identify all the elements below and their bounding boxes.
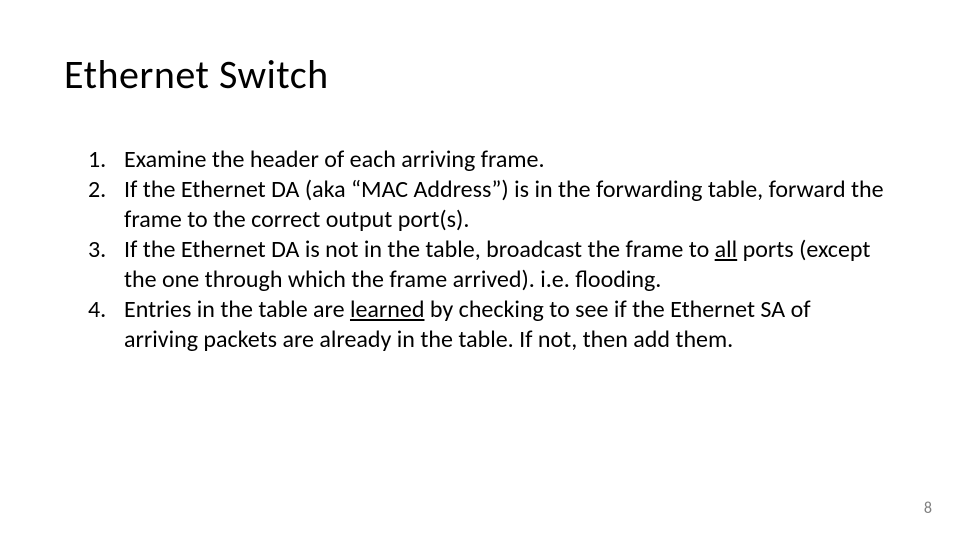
numbered-list: Examine the header of each arriving fram… [88,145,888,355]
slide-title: Ethernet Switch [64,50,329,99]
page-number: 8 [924,499,932,518]
list-item: Entries in the table are learned by chec… [88,295,888,355]
list-item: If the Ethernet DA (aka “MAC Address”) i… [88,175,888,235]
list-item: If the Ethernet DA is not in the table, … [88,235,888,295]
underlined-word: all [715,235,738,264]
underlined-word: learned [350,295,424,324]
list-item-text: Examine the header of each arriving fram… [124,145,545,174]
list-item-text-pre: If the Ethernet DA is not in the table, … [124,235,715,264]
list-item: Examine the header of each arriving fram… [88,145,888,175]
slide: Ethernet Switch Examine the header of ea… [0,0,960,540]
list-item-text: If the Ethernet DA (aka “MAC Address”) i… [124,175,884,234]
list-item-text-pre: Entries in the table are [124,295,350,324]
